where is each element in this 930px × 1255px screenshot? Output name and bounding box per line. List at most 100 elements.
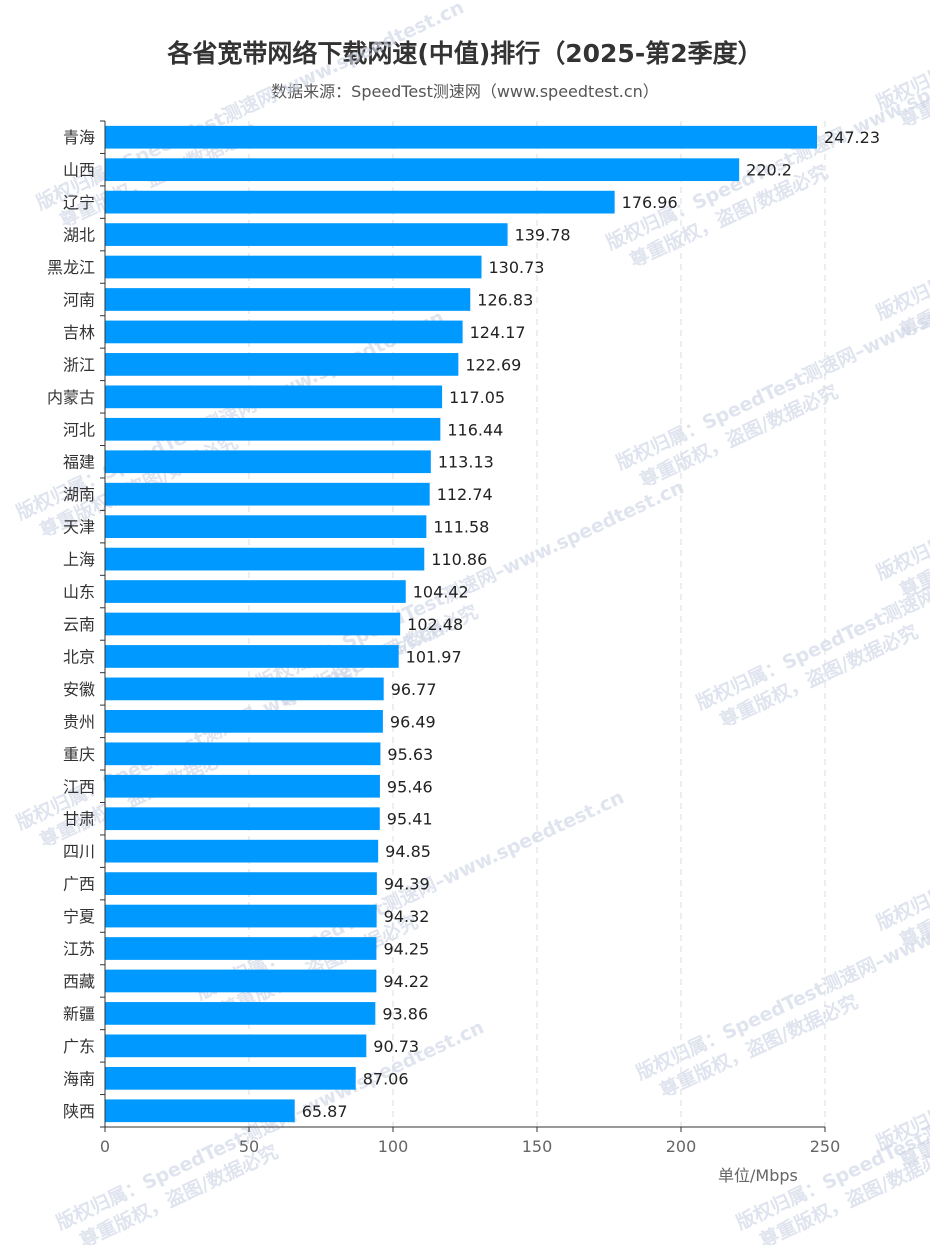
watermark-line: 版权归属：SpeedTest测速网–www.speedtest.cn (872, 365, 930, 584)
bar (105, 904, 377, 928)
data-label: 102.48 (407, 615, 463, 634)
y-tick-label: 黑龙江 (47, 258, 95, 277)
y-tick-label: 重庆 (63, 745, 95, 764)
x-tick-label: 50 (239, 1137, 259, 1156)
y-tick-label: 广东 (63, 1037, 95, 1056)
bar (105, 288, 471, 311)
watermark-text: 版权归属：SpeedTest测速网–www.speedtest.cn尊重版权，盗… (872, 715, 930, 958)
data-label: 87.06 (363, 1069, 409, 1088)
y-tick-label: 宁夏 (63, 907, 95, 926)
x-tick-label: 150 (522, 1137, 553, 1156)
y-tick-label: 辽宁 (63, 193, 95, 212)
y-tick-label: 陕西 (63, 1102, 95, 1121)
data-label: 95.46 (387, 777, 433, 796)
bar (105, 125, 818, 149)
data-label: 104.42 (413, 583, 469, 602)
bar (105, 190, 615, 214)
watermark-text: 版权归属：SpeedTest测速网–www.speedtest.cn尊重版权，盗… (602, 35, 930, 278)
bar (105, 839, 379, 863)
data-label: 139.78 (515, 226, 571, 245)
data-label: 220.2 (746, 161, 792, 180)
data-label: 96.49 (390, 712, 436, 731)
bar (105, 969, 377, 993)
bar (105, 872, 377, 895)
data-label: 113.13 (438, 453, 494, 472)
data-label: 94.25 (383, 940, 429, 959)
bar (105, 709, 383, 733)
x-tick-label: 100 (378, 1137, 409, 1156)
bar (105, 1066, 356, 1090)
bar (105, 1099, 295, 1123)
bar (105, 774, 380, 798)
data-label: 116.44 (447, 420, 503, 439)
x-tick-label: 0 (100, 1137, 110, 1156)
data-label: 124.17 (470, 323, 526, 342)
data-label: 95.63 (387, 745, 433, 764)
y-tick-label: 河北 (63, 420, 95, 439)
watermark-line: 版权归属：SpeedTest测速网–www.speedtest.cn (32, 0, 467, 215)
y-tick-label: 甘肃 (63, 810, 95, 829)
bar (105, 255, 482, 279)
data-label: 65.87 (302, 1102, 348, 1121)
data-label: 112.74 (437, 485, 493, 504)
bar (105, 612, 401, 636)
data-label: 94.39 (384, 875, 430, 894)
bar (105, 807, 380, 831)
y-tick-label: 山东 (63, 583, 95, 602)
bar (105, 547, 425, 571)
watermark-line: 版权归属：SpeedTest测速网–www.speedtest.cn (872, 105, 930, 324)
watermark-line: 版权归属：SpeedTest测速网–www.speedtest.cn (632, 865, 930, 1084)
y-tick-label: 江苏 (63, 940, 95, 959)
y-tick-label: 安徽 (63, 680, 95, 699)
x-tick-label: 200 (666, 1137, 697, 1156)
bar (105, 353, 459, 376)
bar (105, 580, 406, 603)
data-label: 110.86 (431, 550, 487, 569)
data-label: 130.73 (489, 258, 545, 277)
bar (105, 320, 463, 344)
y-tick-label: 青海 (63, 128, 95, 147)
watermark-text: 版权归属：SpeedTest测速网–www.speedtest.cn尊重版权，盗… (872, 105, 930, 348)
chart-title: 各省宽带网络下载网速(中值)排行（2025-第2季度） (167, 39, 763, 68)
y-tick-label: 江西 (63, 777, 95, 796)
x-axis-unit-label: 单位/Mbps (718, 1166, 798, 1185)
y-tick-label: 四川 (63, 842, 95, 861)
y-tick-label: 上海 (63, 550, 95, 569)
data-label: 101.97 (406, 647, 462, 666)
y-tick-label: 湖南 (63, 485, 95, 504)
y-tick-label: 浙江 (63, 355, 95, 374)
data-label: 94.22 (383, 972, 429, 991)
data-label: 96.77 (391, 680, 437, 699)
y-tick-label: 山西 (63, 161, 95, 180)
y-tick-label: 河南 (63, 290, 95, 309)
watermark-text: 版权归属：SpeedTest测速网–www.speedtest.cn尊重版权，盗… (692, 495, 930, 738)
y-tick-label: 北京 (63, 647, 95, 666)
bar (105, 1034, 367, 1058)
y-tick-label: 西藏 (63, 972, 95, 991)
watermark-text: 版权归属：SpeedTest测速网–www.speedtest.cn尊重版权，盗… (632, 865, 930, 1108)
data-label: 90.73 (373, 1037, 419, 1056)
chart-subtitle: 数据来源：SpeedTest测速网（www.speedtest.cn） (271, 82, 659, 101)
bar (105, 417, 441, 441)
bar (105, 645, 399, 668)
y-tick-label: 湖北 (63, 226, 95, 245)
y-tick-label: 云南 (63, 615, 95, 634)
y-tick-label: 贵州 (63, 712, 95, 731)
data-label: 93.86 (382, 1004, 428, 1023)
data-label: 247.23 (824, 128, 880, 147)
bar (105, 158, 740, 182)
y-tick-label: 天津 (63, 518, 95, 537)
bar-layer: 247.23 220.2 176.96 139.78 130.73 126.83 124.1… (105, 125, 880, 1123)
data-label: 95.41 (387, 810, 433, 829)
data-label: 94.32 (384, 907, 430, 926)
bar (105, 937, 377, 960)
y-tick-label: 新疆 (63, 1004, 95, 1023)
y-tick-label: 海南 (63, 1069, 95, 1088)
data-label: 176.96 (622, 193, 678, 212)
watermark-line: 版权归属：SpeedTest测速网–www.speedtest.cn (872, 715, 930, 934)
data-label: 94.85 (385, 842, 431, 861)
watermark-text: 版权归属：SpeedTest测速网–www.speedtest.cn尊重版权，盗… (872, 365, 930, 608)
bar (105, 482, 430, 506)
data-label: 126.83 (477, 290, 533, 309)
